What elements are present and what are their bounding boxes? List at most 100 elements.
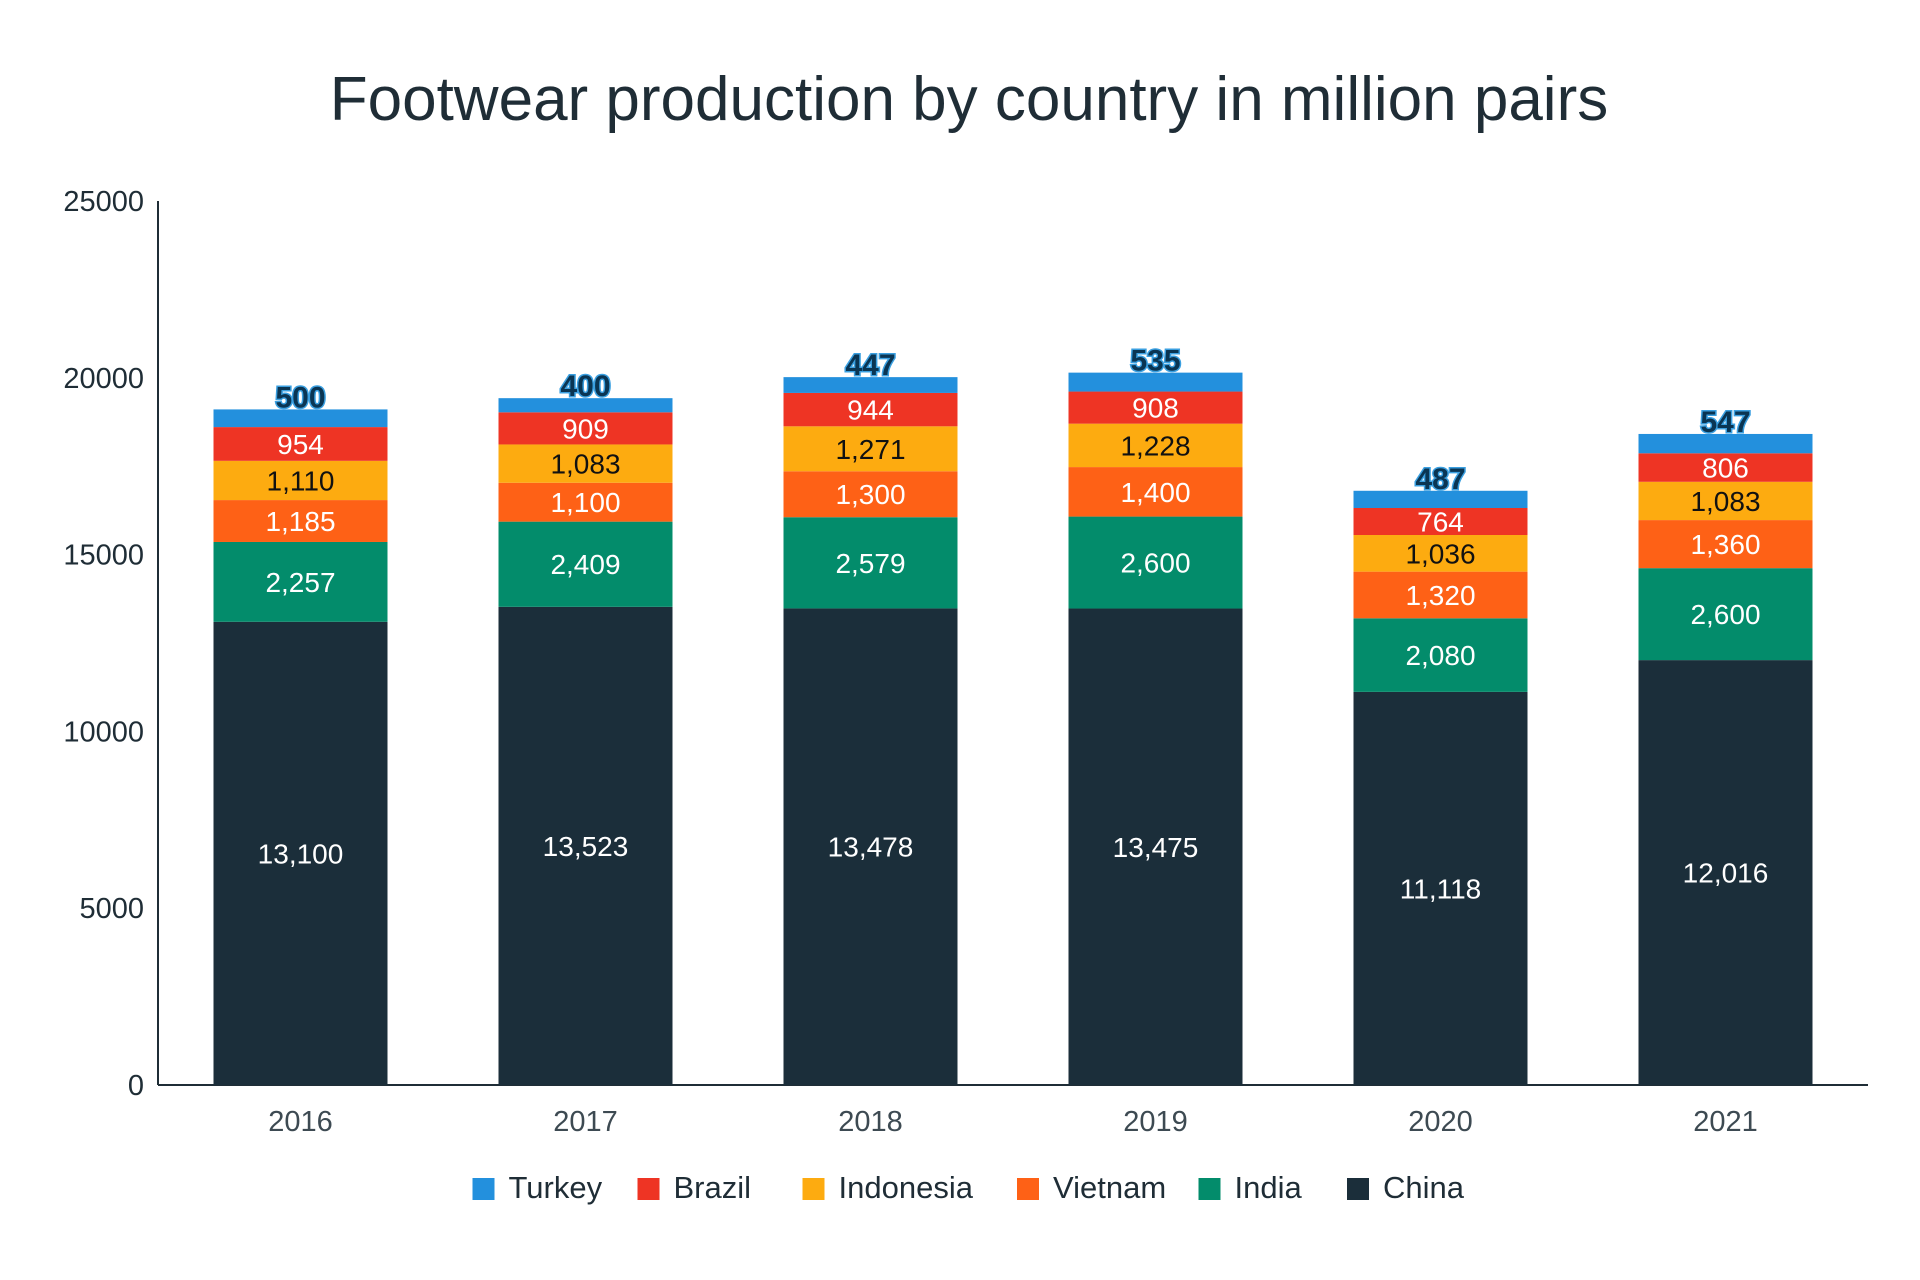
- data-label-indonesia-2016: 1,110: [267, 465, 335, 496]
- legend-label-vietnam: Vietnam: [1053, 1170, 1166, 1205]
- bar-segment-brazil-2016: [213, 427, 388, 461]
- x-tick-label: 2020: [1408, 1106, 1473, 1138]
- data-label-india-2016: 2,257: [265, 567, 335, 598]
- legend-item-indonesia: Indonesia: [802, 1170, 974, 1205]
- y-tick-label: 20000: [63, 363, 144, 395]
- data-label-turkey-2018: 447: [845, 349, 895, 382]
- x-tick-label: 2021: [1693, 1106, 1758, 1138]
- bar-segment-vietnam-2017: [498, 482, 673, 522]
- bars: [213, 372, 1813, 1085]
- data-label-vietnam-2021: 1,360: [1690, 529, 1760, 560]
- data-label-brazil-2021: 806: [1702, 453, 1749, 484]
- legend-label-indonesia: Indonesia: [839, 1170, 974, 1205]
- data-label-india-2019: 2,600: [1120, 548, 1190, 579]
- bar-segment-turkey-2018: [783, 377, 958, 393]
- data-labels: 13,100 2,257 1,185 1,110 954 500 13,523 2,409 1,…: [258, 343, 1769, 904]
- data-label-india-2018: 2,579: [835, 548, 905, 579]
- bar-segment-india-2020: [1353, 618, 1528, 692]
- bar-segment-india-2021: [1638, 568, 1813, 661]
- bar-segment-vietnam-2018: [783, 471, 958, 518]
- bar-segment-indonesia-2016: [213, 460, 388, 501]
- data-label-india-2021: 2,600: [1690, 599, 1760, 630]
- data-label-india-2020: 2,080: [1405, 640, 1475, 671]
- legend: Turkey Brazil Indonesia Vietnam India China: [472, 1170, 1465, 1205]
- bar-segment-brazil-2019: [1068, 391, 1243, 424]
- legend-label-india: India: [1235, 1170, 1303, 1205]
- legend-label-turkey: Turkey: [509, 1170, 603, 1205]
- bar-segment-india-2017: [498, 521, 673, 607]
- y-tick-label: 25000: [63, 186, 144, 218]
- bar-segment-turkey-2016: [213, 409, 388, 428]
- bar-segment-india-2019: [1068, 516, 1243, 609]
- data-label-vietnam-2018: 1,300: [835, 479, 905, 510]
- legend-item-vietnam: Vietnam: [1017, 1170, 1166, 1205]
- legend-item-india: India: [1198, 1170, 1303, 1205]
- data-label-indonesia-2017: 1,083: [550, 449, 620, 480]
- bar-segment-vietnam-2020: [1353, 571, 1528, 619]
- bar-segment-turkey-2021: [1638, 433, 1813, 454]
- bar-segment-indonesia-2017: [498, 444, 673, 483]
- data-label-china-2017: 13,523: [543, 831, 629, 862]
- data-label-indonesia-2020: 1,036: [1405, 538, 1475, 569]
- data-label-turkey-2020: 487: [1415, 463, 1465, 496]
- bar-segment-turkey-2017: [498, 398, 673, 413]
- legend-swatch-turkey: [472, 1178, 495, 1200]
- bar-segment-brazil-2021: [1638, 453, 1813, 482]
- data-label-china-2018: 13,478: [828, 832, 914, 863]
- legend-item-china: China: [1347, 1170, 1465, 1205]
- bar-segment-china-2020: [1353, 691, 1528, 1085]
- bar-segment-vietnam-2016: [213, 500, 388, 542]
- bar-segment-india-2018: [783, 517, 958, 609]
- data-label-turkey-2016: 500: [275, 381, 325, 414]
- bar-segment-china-2021: [1638, 660, 1813, 1085]
- x-tick-label: 2018: [838, 1106, 903, 1138]
- data-label-indonesia-2018: 1,271: [835, 434, 905, 465]
- y-tick-label: 10000: [63, 716, 144, 748]
- bar-segment-indonesia-2020: [1353, 535, 1528, 572]
- bar-segment-china-2016: [213, 621, 388, 1085]
- data-label-china-2020: 11,118: [1400, 873, 1481, 904]
- data-label-brazil-2018: 944: [847, 395, 894, 426]
- data-label-turkey-2021: 547: [1700, 406, 1750, 439]
- x-tick-label: 2016: [268, 1106, 333, 1138]
- legend-swatch-india: [1198, 1178, 1221, 1200]
- data-label-turkey-2017: 400: [560, 370, 610, 403]
- axes: 0 5000 10000 15000 20000 25000: [63, 186, 1868, 1102]
- data-label-vietnam-2019: 1,400: [1120, 477, 1190, 508]
- x-axis-ticks: 2016 2017 2018 2019 2020 2021: [268, 1106, 1758, 1138]
- data-label-brazil-2019: 908: [1132, 393, 1179, 424]
- bar-segment-china-2018: [783, 608, 958, 1085]
- bar-segment-china-2019: [1068, 608, 1243, 1085]
- data-label-china-2019: 13,475: [1113, 832, 1199, 863]
- bar-segment-brazil-2017: [498, 412, 673, 445]
- bar-segment-turkey-2020: [1353, 490, 1528, 508]
- data-label-turkey-2019: 535: [1130, 345, 1180, 378]
- bar-segment-brazil-2018: [783, 392, 958, 427]
- legend-swatch-indonesia: [802, 1178, 825, 1200]
- legend-label-brazil: Brazil: [674, 1170, 752, 1205]
- legend-item-turkey: Turkey: [472, 1170, 603, 1205]
- bar-segment-turkey-2019: [1068, 372, 1243, 392]
- data-label-china-2016: 13,100: [258, 838, 344, 869]
- bar-segment-vietnam-2021: [1638, 520, 1813, 569]
- bar-segment-indonesia-2019: [1068, 423, 1243, 468]
- bar-segment-indonesia-2021: [1638, 481, 1813, 521]
- data-label-vietnam-2017: 1,100: [550, 487, 620, 518]
- data-label-indonesia-2021: 1,083: [1690, 486, 1760, 517]
- bar-segment-china-2017: [498, 606, 673, 1085]
- y-tick-label: 0: [128, 1070, 144, 1102]
- y-tick-label: 5000: [79, 893, 144, 925]
- data-label-brazil-2016: 954: [277, 429, 324, 460]
- bar-segment-vietnam-2019: [1068, 467, 1243, 517]
- legend-swatch-vietnam: [1017, 1178, 1039, 1200]
- legend-swatch-china: [1347, 1178, 1369, 1200]
- y-tick-label: 15000: [63, 540, 144, 572]
- bar-segment-indonesia-2018: [783, 426, 958, 472]
- data-label-vietnam-2016: 1,185: [265, 506, 335, 537]
- bar-segment-india-2016: [213, 541, 388, 622]
- legend-item-brazil: Brazil: [637, 1170, 752, 1205]
- chart-title: Footwear production by country in millio…: [330, 65, 1608, 134]
- data-label-china-2021: 12,016: [1683, 858, 1769, 889]
